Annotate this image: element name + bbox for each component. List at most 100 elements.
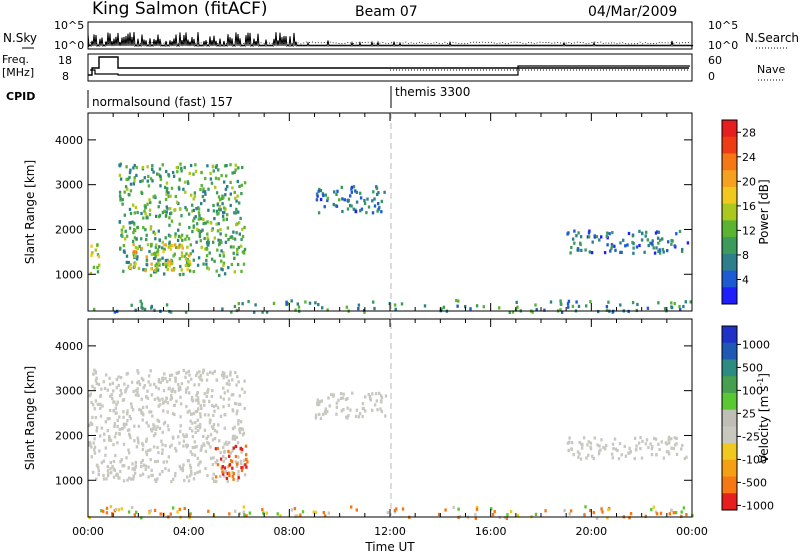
echo-cell [161, 470, 164, 474]
echo-cell [169, 244, 172, 248]
echo-cell [93, 437, 96, 441]
echo-cell [151, 179, 154, 183]
echo-cell [192, 197, 195, 201]
echo-cell [674, 511, 678, 515]
echo-cell [609, 249, 612, 253]
echo-cell [619, 250, 622, 254]
echo-cell [118, 427, 121, 432]
echo-cell [213, 369, 216, 373]
echo-cell [113, 468, 116, 472]
echo-cell [126, 409, 129, 413]
echo-cell [650, 447, 654, 451]
echo-cell [218, 207, 221, 211]
echo-cell [239, 461, 243, 465]
echo-cell [577, 248, 580, 252]
echo-cell [380, 409, 383, 414]
echo-cell [192, 412, 196, 416]
cpid-mode-1: normalsound (fast) 157 [92, 95, 233, 109]
echo-cell [168, 386, 171, 390]
echo-cell [172, 268, 175, 272]
echo-cell [139, 299, 142, 303]
echo-cell [230, 262, 234, 267]
echo-cell [216, 446, 220, 451]
echo-cell [240, 450, 243, 454]
echo-cell [102, 459, 105, 463]
echo-cell [231, 470, 234, 475]
echo-cell [215, 378, 219, 382]
echo-cell [187, 380, 190, 384]
echo-cell [348, 204, 352, 208]
echo-cell [218, 273, 221, 277]
echo-cell [132, 243, 135, 247]
echo-cell [154, 460, 157, 464]
echo-cell [572, 453, 575, 457]
echo-cell [157, 387, 160, 391]
echo-cell [380, 396, 384, 400]
echo-cell [322, 511, 325, 515]
echo-cell [211, 476, 214, 480]
echo-cell [137, 441, 140, 445]
echo-cell [206, 390, 209, 394]
echo-cell [173, 412, 176, 417]
echo-cell [211, 438, 215, 442]
echo-cell [656, 236, 660, 240]
echo-cell [670, 301, 673, 305]
echo-cell [164, 262, 167, 266]
echo-cell [109, 438, 113, 442]
echo-cell [128, 451, 131, 455]
echo-cell [146, 179, 149, 183]
echo-cell [115, 411, 118, 415]
echo-cell [174, 235, 177, 239]
echo-cell [237, 210, 240, 214]
echo-cell [173, 390, 177, 394]
echo-cell [240, 447, 244, 451]
echo-cell [229, 370, 232, 374]
echo-cell [659, 238, 662, 242]
echo-cell [475, 507, 479, 511]
echo-cell [304, 300, 307, 304]
echo-cell [221, 465, 224, 469]
echo-cell [350, 204, 353, 208]
velocity-ylabel: Slant Range [km] [23, 366, 37, 470]
echo-cell [169, 207, 172, 211]
echo-cell [186, 410, 189, 414]
echo-cell [187, 237, 191, 241]
echo-cell [213, 436, 217, 441]
echo-cell [509, 510, 513, 514]
echo-cell [235, 383, 238, 387]
echo-cell [177, 435, 180, 439]
echo-cell [216, 406, 220, 410]
echo-cell [316, 398, 319, 402]
echo-cell [172, 254, 175, 258]
echo-cell [350, 505, 353, 509]
echo-cell [179, 415, 182, 419]
colorbar-tick-label: -25 [742, 430, 760, 443]
echo-cell [359, 196, 363, 200]
echo-cell [474, 513, 477, 517]
echo-cell [355, 508, 358, 512]
echo-cell [222, 397, 225, 401]
echo-cell [191, 230, 194, 234]
echo-cell [109, 467, 112, 471]
echo-cell [544, 509, 547, 513]
echo-cell [116, 418, 119, 422]
noise-panel: N.Sky 10^5 10^0 10^5 10^0 N.Search [3, 19, 799, 52]
echo-cell [111, 381, 115, 385]
echo-cell [150, 262, 153, 266]
echo-cell [96, 402, 99, 406]
echo-cell [144, 228, 147, 232]
echo-cell [132, 203, 135, 207]
echo-cell [124, 185, 128, 189]
echo-cell [99, 402, 102, 406]
echo-cell [659, 511, 663, 515]
echo-cell [233, 211, 236, 215]
echo-cell [200, 378, 204, 382]
echo-cell [212, 169, 215, 173]
echo-cell [195, 374, 198, 378]
colorbar-segment [722, 270, 737, 288]
echo-cell [566, 302, 570, 306]
echo-cell [603, 447, 607, 451]
echo-cell [158, 472, 162, 476]
echo-cell [180, 251, 184, 255]
